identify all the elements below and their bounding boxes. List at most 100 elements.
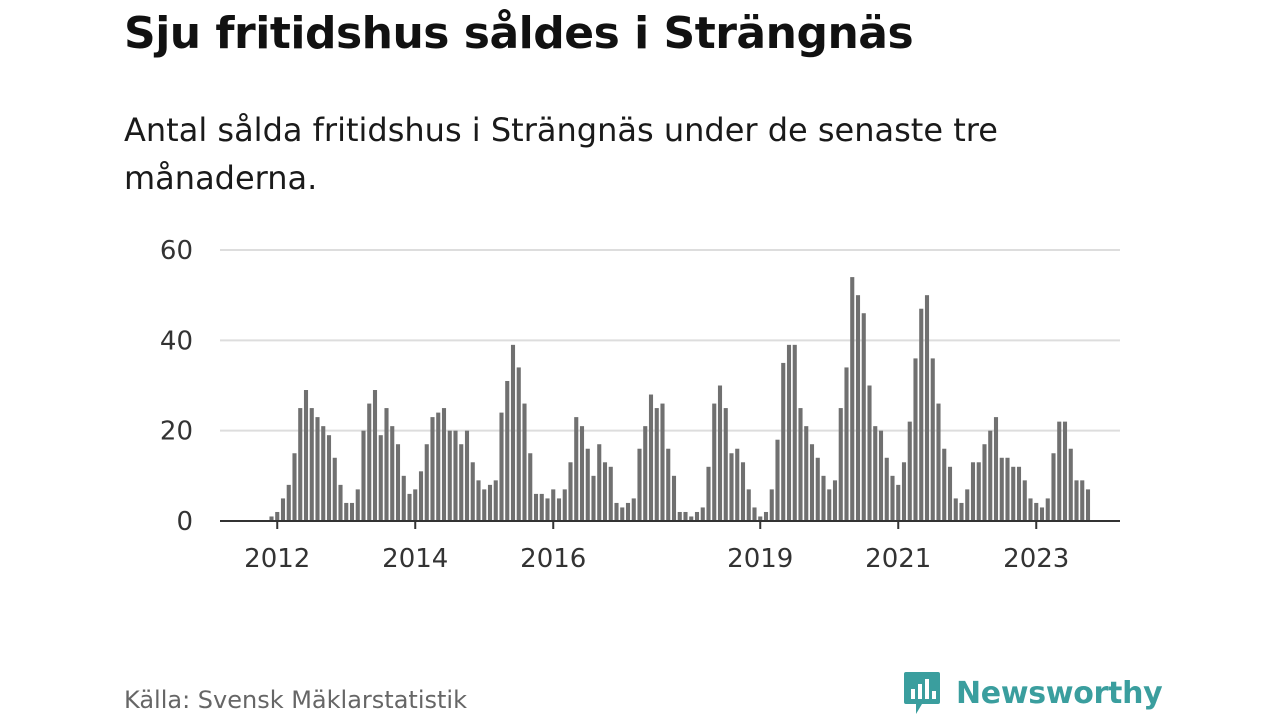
bar [867,385,872,521]
bar [487,484,493,521]
bar [326,435,332,521]
bar [769,489,774,521]
bar [729,453,734,521]
bar [1074,480,1079,521]
bar [430,417,435,521]
bar [505,380,510,521]
source-note: Källa: Svensk Mäklarstatistik [124,686,467,714]
bar [855,295,861,521]
bar [441,408,447,521]
bar [1016,466,1022,521]
x-tick-label: 2014 [382,544,448,574]
bar [706,466,711,521]
bar [591,475,596,521]
bar [919,308,924,521]
bar [516,367,521,521]
bar [453,430,458,521]
bar [424,444,429,521]
bar [993,417,999,521]
bar [1080,480,1085,521]
bar [390,426,395,521]
bar [602,462,608,521]
bar [988,430,993,521]
bar [620,507,625,521]
bar [815,457,820,521]
bar [579,426,585,521]
bar [361,430,366,521]
bar [321,426,326,521]
bar [510,344,516,521]
bar [758,516,763,521]
bar [775,439,780,521]
bar [275,511,280,521]
bar [418,471,424,521]
bar [574,417,579,521]
bar [298,408,303,521]
bar [844,367,849,521]
bar [712,403,717,521]
brand-logo[interactable]: Newsworthy [902,670,1163,716]
bar [614,502,619,521]
bar [1039,507,1045,521]
bar [355,489,360,521]
bar [539,493,544,521]
bar [568,462,573,521]
bar [1028,498,1033,521]
bar [372,390,378,521]
highlight-data-label: 7 [1148,0,1165,7]
bar [827,489,832,521]
bar [1051,453,1056,521]
bar [660,403,665,521]
bar [349,502,355,521]
bar [965,489,970,521]
bar [384,408,389,521]
bar [982,444,987,521]
bar [482,489,487,521]
bar [884,457,889,521]
bar [740,462,746,521]
bar [608,466,613,521]
bar [781,362,786,521]
bar [683,511,688,521]
x-tick-label: 2023 [1003,544,1069,574]
bar [821,475,826,521]
bar [930,358,935,521]
bar [873,426,878,521]
bar [292,453,297,521]
bar [735,448,740,521]
bar [1062,421,1068,521]
bar [723,408,728,521]
bar [395,444,401,521]
bar [407,493,412,521]
bar [625,502,631,521]
bar [562,489,567,521]
bar [976,462,981,521]
y-tick-label: 20 [160,417,193,447]
bar [1022,480,1027,521]
brand-name: Newsworthy [956,675,1163,711]
bar [1005,457,1010,521]
bar [476,480,481,521]
bar [367,403,372,521]
bar [528,453,533,521]
bar [556,498,562,521]
y-tick-label: 40 [160,326,193,356]
bar [809,444,815,521]
bar [303,390,309,521]
bar [792,344,797,521]
bar [459,444,464,521]
x-tick-label: 2021 [865,544,931,574]
bar [861,313,866,521]
bar [643,426,648,521]
bar [850,277,855,521]
bar [545,498,550,521]
bar [447,430,452,521]
bar [896,484,901,521]
bar [907,421,912,521]
bar [671,475,677,521]
bar [493,480,498,521]
bar [694,511,700,521]
bar [832,480,838,521]
bar [924,295,930,521]
bar [959,502,964,521]
